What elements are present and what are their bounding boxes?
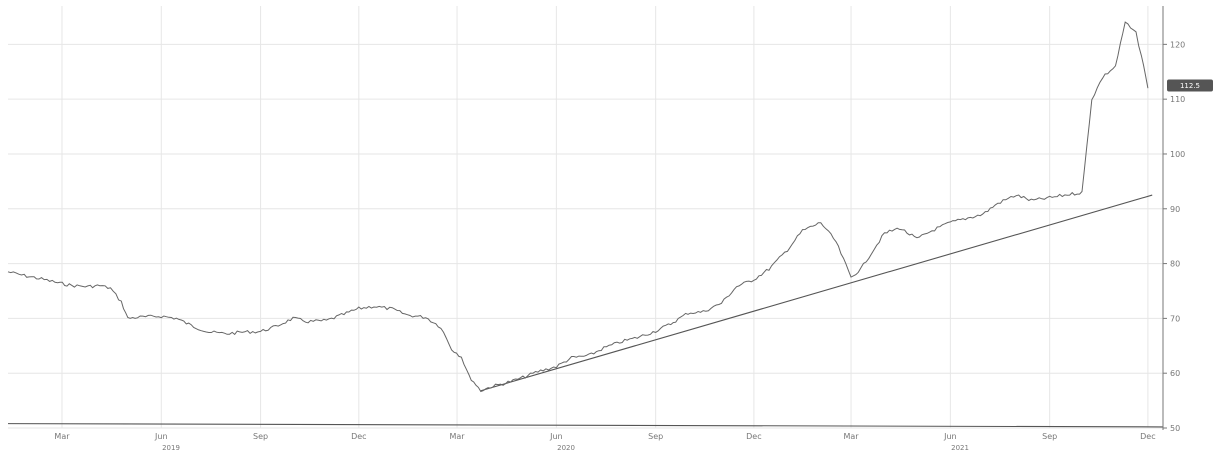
y-tick-label: 60 [1170, 369, 1180, 378]
y-tick-label: 120 [1170, 40, 1185, 49]
x-tick-label: Sep [253, 432, 268, 441]
x-tick-label: Mar [54, 432, 70, 441]
trend-lines [7, 194, 1164, 428]
price-series [7, 21, 1149, 393]
x-tick-label: Dec [1140, 432, 1155, 441]
x-tick-label: Dec [746, 432, 761, 441]
price-line [7, 21, 1149, 393]
last-price-label: 112.5 [1180, 82, 1200, 90]
y-tick-label: 90 [1170, 205, 1180, 214]
support-trend-line [480, 194, 1153, 392]
last-price-marker [1167, 79, 1213, 92]
y-tick-label: 70 [1170, 314, 1180, 323]
x-year-label: 2021 [951, 444, 969, 452]
x-tick-label: Dec [351, 432, 366, 441]
x-tick-label: Sep [648, 432, 663, 441]
x-year-label: 2019 [162, 444, 180, 452]
y-tick-label: 80 [1170, 260, 1180, 269]
x-tick-label: Jun [549, 432, 563, 441]
axes [1162, 6, 1167, 430]
x-tick-label: Jun [154, 432, 168, 441]
y-tick-label: 50 [1170, 424, 1180, 433]
x-tick-label: Mar [843, 432, 859, 441]
grid-lines [8, 6, 1163, 429]
x-tick-label: Jun [943, 432, 957, 441]
y-tick-label: 110 [1170, 95, 1185, 104]
baseline-trend-line [7, 423, 1164, 428]
x-year-label: 2020 [557, 444, 575, 452]
y-tick-label: 100 [1170, 150, 1185, 159]
x-tick-label: Sep [1042, 432, 1057, 441]
axis-labels: 50 60 70 80 90 100 110 120 Mar Jun Sep Dec Mar Jun Sep… [54, 40, 1213, 452]
x-tick-label: Mar [449, 432, 465, 441]
